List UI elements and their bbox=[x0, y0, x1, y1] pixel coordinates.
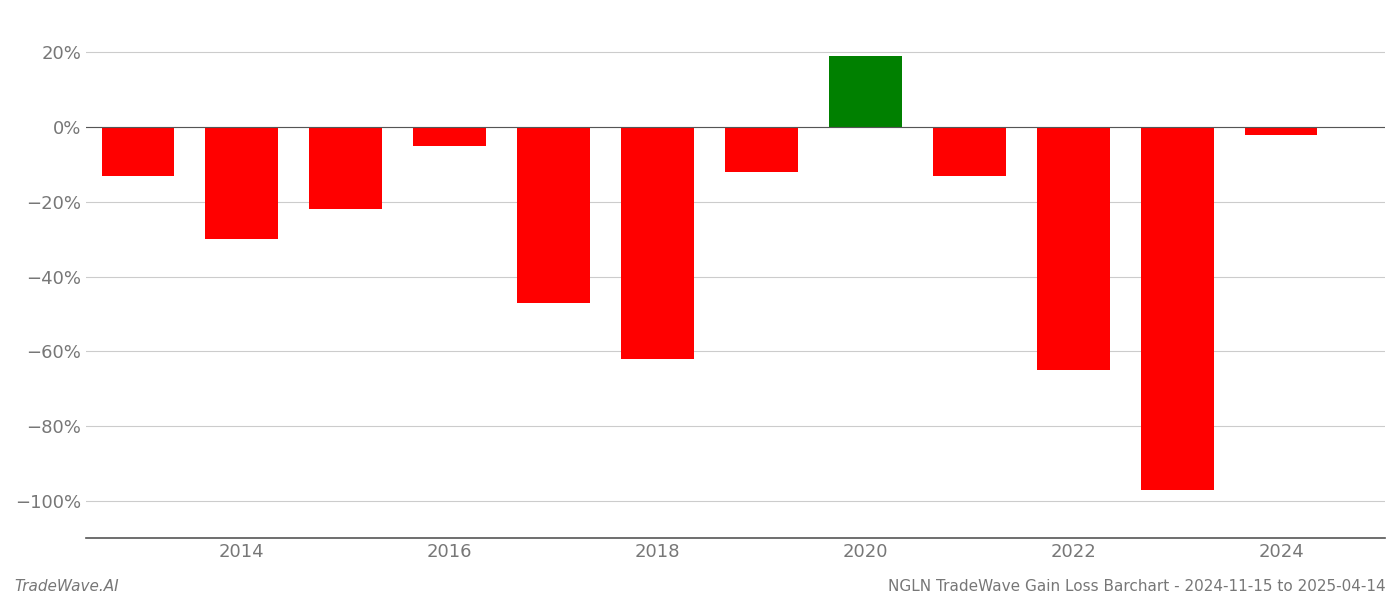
Text: TradeWave.AI: TradeWave.AI bbox=[14, 579, 119, 594]
Bar bbox=[102, 127, 175, 176]
Bar bbox=[517, 127, 589, 303]
Bar bbox=[1037, 127, 1110, 370]
Bar bbox=[309, 127, 382, 209]
Bar bbox=[622, 127, 694, 359]
Bar bbox=[932, 127, 1005, 176]
Bar bbox=[1245, 127, 1317, 134]
Bar bbox=[1141, 127, 1214, 490]
Bar bbox=[829, 56, 902, 127]
Bar bbox=[725, 127, 798, 172]
Bar bbox=[413, 127, 486, 146]
Bar bbox=[206, 127, 279, 239]
Text: NGLN TradeWave Gain Loss Barchart - 2024-11-15 to 2025-04-14: NGLN TradeWave Gain Loss Barchart - 2024… bbox=[889, 579, 1386, 594]
